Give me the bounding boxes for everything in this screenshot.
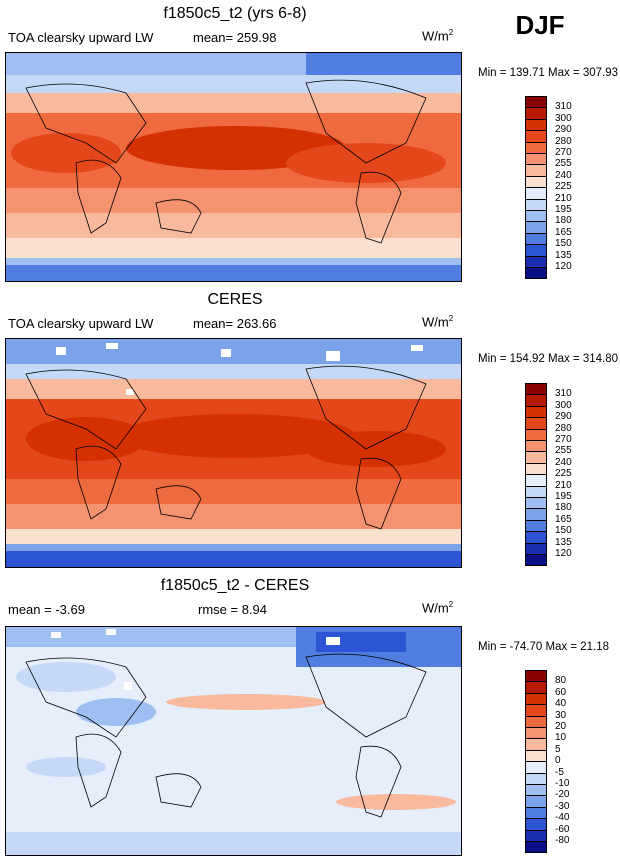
- colorbar-tick-label: 40: [555, 698, 567, 710]
- colorbar-tick-label: 60: [555, 686, 567, 698]
- colorbar-tick-label: 10: [555, 732, 567, 744]
- colorbar-tick-label: 300: [555, 399, 572, 411]
- colorbar-tick-label: 80: [555, 675, 567, 687]
- colorbar-tick-label: 300: [555, 112, 572, 124]
- panel-1-mean-label: mean= 259.98: [193, 30, 277, 45]
- colorbar-tick-label: 290: [555, 411, 572, 423]
- panel-3-units: W/m2: [422, 600, 454, 616]
- panel-1-map: [5, 52, 462, 282]
- colorbar-tick-label: 240: [555, 169, 572, 181]
- colorbar-tick-label: -30: [555, 800, 570, 812]
- colorbar-swatch: [525, 267, 547, 280]
- colorbar-tick-label: 310: [555, 388, 572, 400]
- colorbar-tick-label: 5: [555, 743, 561, 755]
- panel-2-variable-label: TOA clearsky upward LW: [8, 316, 154, 331]
- colorbar-tick-label: 180: [555, 215, 572, 227]
- colorbar-tick-label: 180: [555, 502, 572, 514]
- panel-2-units: W/m2: [422, 314, 454, 330]
- panel-1-minmax: Min = 139.71 Max = 307.93: [478, 67, 619, 79]
- season-label: DJF: [515, 10, 565, 40]
- colorbar-tick-label: 195: [555, 491, 572, 502]
- colorbar-tick-label: 270: [555, 147, 572, 158]
- colorbar-tick-label: 150: [555, 238, 572, 250]
- colorbar-tick-label: -80: [555, 835, 570, 846]
- colorbar-tick-label: 310: [555, 101, 572, 113]
- colorbar-tick-label: 135: [555, 536, 572, 548]
- colorbar-tick-label: 165: [555, 513, 572, 525]
- colorbar-tick-label: 255: [555, 158, 572, 170]
- colorbar-tick-label: 280: [555, 135, 572, 147]
- colorbar-tick-label: 20: [555, 721, 567, 732]
- colorbar-tick-label: 120: [555, 261, 572, 272]
- colorbar-tick-label: 120: [555, 548, 572, 559]
- colorbar-tick-label: 290: [555, 124, 572, 136]
- colorbar-tick-label: 240: [555, 456, 572, 468]
- colorbar-tick-label: 30: [555, 709, 567, 721]
- colorbar-tick-label: 210: [555, 192, 572, 204]
- colorbar-tick-label: -60: [555, 823, 570, 835]
- colorbar-tick-label: 225: [555, 181, 572, 193]
- colorbar-tick-label: 0: [555, 755, 561, 767]
- panel-3-mean-label: mean = -3.69: [8, 602, 85, 617]
- colorbar-tick-label: 280: [555, 422, 572, 434]
- colorbar-tick-label: 150: [555, 525, 572, 537]
- colorbar-tick-label: 210: [555, 479, 572, 491]
- panel-3-rmse-label: rmse = 8.94: [198, 602, 268, 617]
- panel-2-map: [5, 338, 462, 568]
- colorbar-tick-label: 255: [555, 445, 572, 457]
- colorbar-tick-label: -10: [555, 778, 570, 789]
- panel-2-title: CERES: [207, 291, 263, 308]
- panel-1-variable-label: TOA clearsky upward LW: [8, 30, 154, 45]
- panel-2-minmax: Min = 154.92 Max = 314.80: [478, 353, 619, 365]
- colorbar-tick-label: 225: [555, 468, 572, 480]
- panel-1-title: f1850c5_t2 (yrs 6-8): [163, 5, 307, 22]
- colorbar-swatch: [525, 554, 547, 567]
- panel-3-minmax: Min = -74.70 Max = 21.18: [478, 641, 610, 653]
- colorbar-tick-label: 165: [555, 226, 572, 238]
- colorbar-tick-label: -5: [555, 766, 564, 778]
- colorbar-tick-label: 135: [555, 249, 572, 261]
- colorbar-tick-label: 270: [555, 434, 572, 445]
- colorbar-tick-label: -40: [555, 812, 570, 824]
- colorbar-tick-label: 195: [555, 204, 572, 215]
- panel-2-mean-label: mean= 263.66: [193, 316, 277, 331]
- panel-1-units: W/m2: [422, 28, 454, 44]
- panel-3-title: f1850c5_t2 - CERES: [160, 577, 310, 594]
- colorbar-swatch: [525, 841, 547, 854]
- colorbar-tick-label: -20: [555, 789, 570, 801]
- panel-3-map: [5, 626, 462, 856]
